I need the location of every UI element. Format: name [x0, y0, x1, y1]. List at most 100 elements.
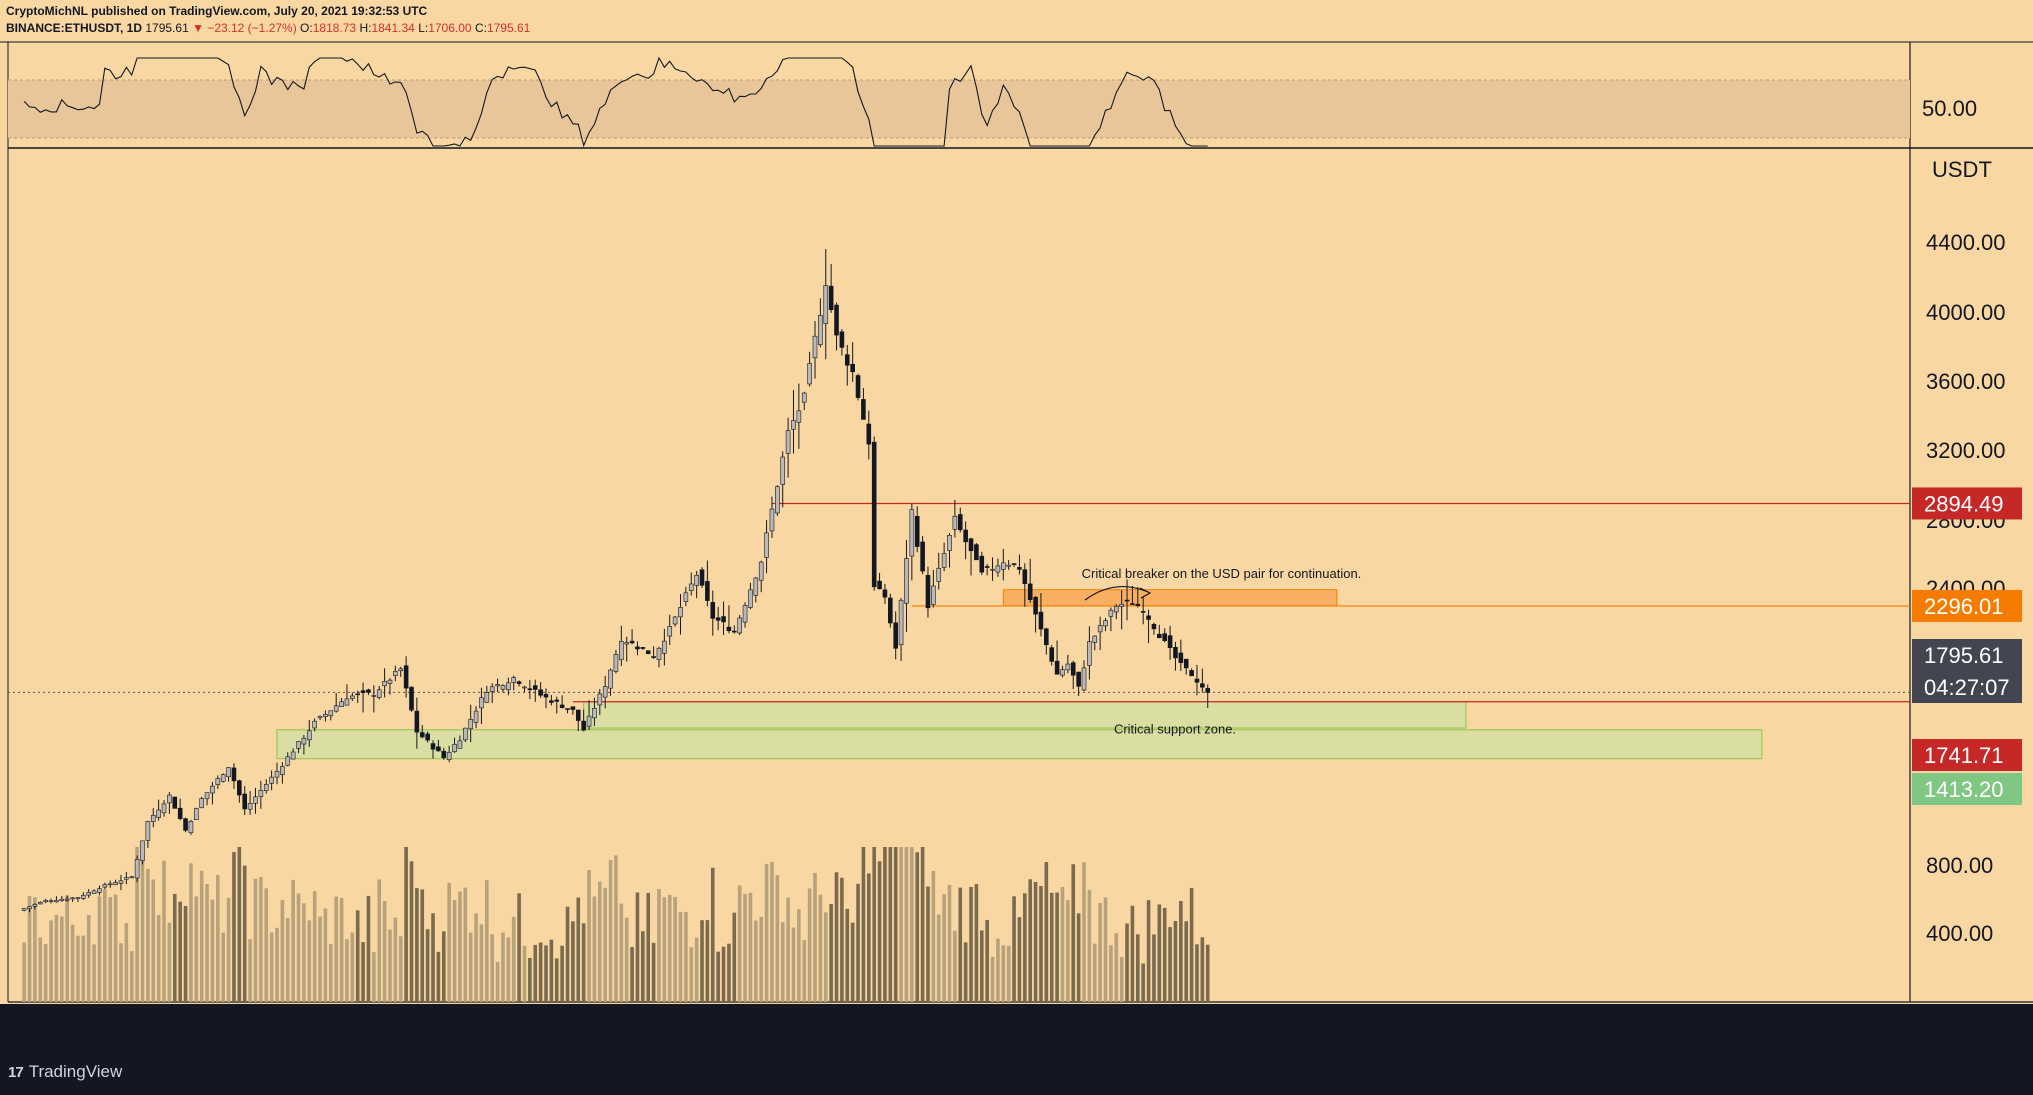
candle-body: [253, 796, 258, 804]
volume-bar: [630, 946, 634, 1002]
candle-body: [1146, 615, 1151, 620]
volume-bar: [544, 945, 548, 1002]
candle-body: [1087, 641, 1092, 666]
volume-bar: [732, 912, 737, 1002]
candle-body: [538, 689, 543, 696]
candle-body: [775, 486, 780, 514]
volume-bar: [409, 861, 414, 1002]
volume-bar: [1076, 913, 1081, 1002]
candle-body: [592, 708, 597, 719]
volume-bar: [737, 885, 742, 1002]
volume-bar: [1205, 944, 1210, 1002]
volume-bar: [43, 943, 48, 1002]
time-tick-label: Aug: [1253, 1014, 1292, 1039]
candle-body: [715, 617, 721, 621]
candle-body: [1006, 564, 1011, 567]
candle-body: [570, 706, 576, 710]
countdown-label: 04:27:07: [1924, 675, 2010, 700]
volume-bar: [511, 916, 516, 1002]
volume-bar: [398, 936, 403, 1002]
volume-bar: [581, 923, 586, 1002]
volume-bar: [813, 872, 817, 1002]
volume-bar: [146, 868, 150, 1002]
volume-bar: [598, 881, 602, 1002]
volume-bar: [404, 847, 408, 1002]
candle-body: [984, 566, 990, 568]
candle-body: [220, 774, 226, 782]
volume-bar: [474, 913, 478, 1002]
volume-bar: [996, 938, 1000, 1002]
volume-bar: [571, 921, 575, 1002]
candle-body: [54, 899, 59, 903]
candle-body: [81, 895, 86, 899]
volume-bar: [334, 896, 338, 1002]
last-price: 1795.61: [145, 21, 189, 35]
candle-body: [124, 877, 129, 880]
volume-bar: [867, 873, 871, 1002]
footer-brand[interactable]: 17 TradingView: [8, 1062, 122, 1082]
volume-bar: [1184, 921, 1189, 1002]
volume-bar: [1066, 900, 1070, 1002]
candle-body: [129, 876, 135, 879]
symbol-label: BINANCE:ETHUSDT, 1D: [6, 21, 143, 35]
volume-bar: [1136, 934, 1140, 1002]
candle-body: [516, 681, 522, 684]
candle-body: [995, 565, 1001, 573]
candle-body: [667, 626, 673, 637]
time-tick-label: 2021: [107, 1014, 156, 1039]
candle-body: [1124, 599, 1130, 602]
volume-bar: [38, 937, 43, 1002]
price-label-5: 1413.20: [1924, 777, 2004, 802]
volume-bar: [129, 951, 134, 1002]
volume-bar: [312, 891, 317, 1002]
volume-bar: [54, 914, 59, 1002]
candle-body: [888, 597, 893, 624]
candle-body: [1060, 669, 1065, 676]
candle-body: [237, 780, 242, 796]
candle-body: [871, 441, 877, 588]
candle-body: [963, 529, 968, 543]
volume-bar: [689, 947, 694, 1002]
candle-body: [629, 640, 635, 644]
candle-body: [145, 821, 151, 841]
volume-bar: [651, 942, 656, 1002]
price-label-3: 1795.61: [1924, 643, 2004, 668]
candle-body: [194, 808, 199, 820]
candle-body: [705, 581, 710, 601]
volume-bar: [253, 878, 258, 1002]
volume-bar: [528, 957, 532, 1002]
volume-bar: [388, 929, 392, 1002]
candle-body: [1017, 567, 1022, 570]
candle-body: [468, 719, 473, 730]
candle-body: [70, 897, 75, 900]
volume-bar: [1039, 886, 1043, 1002]
candle-body: [651, 656, 656, 658]
candle-body: [339, 701, 344, 707]
open-value: 1818.73: [312, 21, 357, 35]
volume-bar: [888, 847, 893, 1002]
candle-body: [161, 803, 167, 814]
volume-bar: [603, 887, 607, 1002]
volume-bar: [506, 937, 511, 1002]
brand-name: TradingView: [28, 1062, 123, 1081]
volume-bar: [861, 847, 866, 1002]
candle-body: [328, 710, 334, 717]
candle-body: [231, 767, 237, 782]
candle-body: [1167, 635, 1173, 648]
volume-bar: [441, 931, 446, 1002]
volume-bar: [415, 888, 419, 1002]
candle-body: [904, 558, 909, 604]
candle-body: [350, 695, 355, 699]
candle-body: [828, 285, 834, 311]
volume-bar: [27, 896, 32, 1002]
chart-bg: [0, 0, 2033, 1004]
volume-bar: [818, 894, 823, 1002]
candle-body: [156, 809, 161, 818]
volume-bar: [791, 927, 796, 1002]
price-label-box-4: [1912, 739, 2022, 771]
volume-bar: [237, 847, 242, 1002]
volume-bar: [178, 901, 182, 1002]
price-tick-label: 800.00: [1926, 853, 1993, 878]
candle-body: [1070, 662, 1076, 676]
